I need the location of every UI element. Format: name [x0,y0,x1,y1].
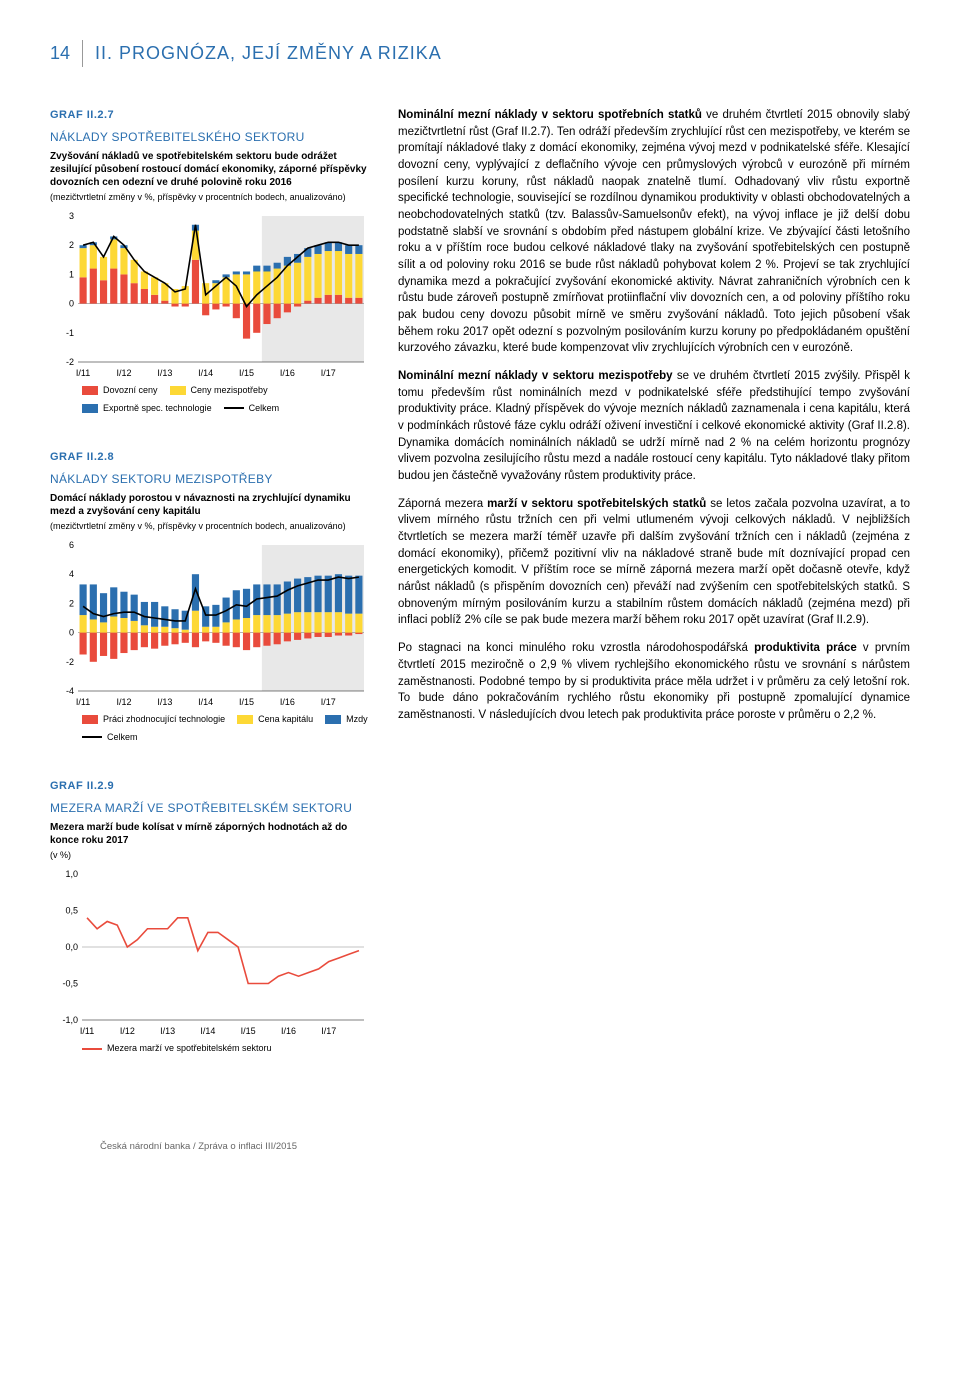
svg-text:-0,5: -0,5 [62,979,78,989]
chart1-title: NÁKLADY SPOTŘEBITELSKÉHO SEKTORU [50,128,370,146]
svg-text:I/15: I/15 [239,697,254,707]
legend-swatch [325,715,341,724]
legend-item: Dovozní ceny [82,384,158,398]
chart3-title: MEZERA MARŽÍ VE SPOTŘEBITELSKÉM SEKTORU [50,799,370,817]
chart-block-3: GRAF II.2.9 MEZERA MARŽÍ VE SPOTŘEBITELS… [50,778,370,1056]
svg-text:I/12: I/12 [116,368,131,378]
svg-text:I/17: I/17 [321,697,336,707]
body-text-column: Nominální mezní náklady v sektoru spotře… [398,107,910,1090]
section-title: II. PROGNÓZA, JEJÍ ZMĚNY A RIZIKA [95,40,442,67]
chart1-note: (mezičtvrtletní změny v %, příspěvky v p… [50,191,370,205]
chart1-legend: Dovozní ceny Ceny mezispotřeby Exportně sp… [50,384,370,415]
legend-label: Exportně spec. technologie [103,402,212,416]
legend-swatch [237,715,253,724]
legend-item: Cena kapitálu [237,713,313,727]
body-paragraph: Nominální mezní náklady v sektoru spotře… [398,107,910,357]
legend-label: Ceny mezispotřeby [191,384,268,398]
chart2-subtitle: Domácí náklady porostou v návaznosti na … [50,492,370,518]
svg-text:-4: -4 [66,686,74,696]
svg-text:I/11: I/11 [76,697,90,707]
chart3-subtitle: Mezera marží bude kolísat v mírně záporn… [50,821,370,847]
chart3-label: GRAF II.2.9 [50,778,370,795]
legend-label: Celkem [107,731,138,745]
legend-item: Celkem [224,402,280,416]
legend-item: Ceny mezispotřeby [170,384,268,398]
page-footer: Česká národní banka / Zpráva o inflaci I… [50,1140,910,1154]
page: 14 II. PROGNÓZA, JEJÍ ZMĚNY A RIZIKA GRA… [0,0,960,1184]
svg-text:0,5: 0,5 [65,906,78,916]
charts-column: GRAF II.2.7 NÁKLADY SPOTŘEBITELSKÉHO SEK… [50,107,370,1090]
legend-swatch [82,1048,102,1050]
two-column-layout: GRAF II.2.7 NÁKLADY SPOTŘEBITELSKÉHO SEK… [50,107,910,1090]
svg-text:-2: -2 [66,657,74,667]
chart1-subtitle: Zvyšování nákladů ve spotřebitelském sek… [50,150,370,189]
svg-text:I/11: I/11 [80,1026,94,1036]
chart3-svg: -1,0 -0,5 0,0 0,5 1,0 I/11 I/12 I/13 I/14 I/15 I/1… [50,868,370,1038]
legend-swatch [224,407,244,409]
svg-text:I/13: I/13 [157,697,172,707]
chart1-svg: -2 -1 0 1 2 3 I/11 I/12 I/13 I/14 I/15 I/16 I/17 [50,210,370,380]
svg-text:1: 1 [69,269,74,279]
page-number: 14 [50,40,83,67]
svg-text:I/13: I/13 [160,1026,175,1036]
svg-text:I/13: I/13 [157,368,172,378]
body-paragraph: Po stagnaci na konci minulého roku vzros… [398,640,910,723]
svg-text:-2: -2 [66,357,74,367]
svg-text:0,0: 0,0 [65,942,78,952]
svg-text:I/15: I/15 [239,368,254,378]
svg-text:I/16: I/16 [280,368,295,378]
svg-text:1,0: 1,0 [65,869,78,879]
body-paragraph: Nominální mezní náklady v sektoru mezisp… [398,368,910,485]
body-paragraph: Záporná mezera marží v sektoru spotřebit… [398,496,910,629]
svg-text:3: 3 [69,211,74,221]
svg-text:I/14: I/14 [198,697,213,707]
legend-swatch [82,404,98,413]
svg-text:I/16: I/16 [280,697,295,707]
legend-swatch [170,386,186,395]
legend-swatch [82,715,98,724]
svg-text:I/14: I/14 [198,368,213,378]
chart2-legend: Práci zhodnocující technologie Cena kapit… [50,713,370,744]
legend-item: Exportně spec. technologie [82,402,212,416]
svg-text:-1,0: -1,0 [62,1015,78,1025]
legend-swatch [82,736,102,738]
svg-text:2: 2 [69,598,74,608]
legend-label: Dovozní ceny [103,384,158,398]
svg-text:-1: -1 [66,328,74,338]
svg-text:2: 2 [69,240,74,250]
chart-block-1: GRAF II.2.7 NÁKLADY SPOTŘEBITELSKÉHO SEK… [50,107,370,415]
legend-swatch [82,386,98,395]
legend-item: Mzdy [325,713,368,727]
chart2-label: GRAF II.2.8 [50,449,370,466]
legend-label: Celkem [249,402,280,416]
legend-label: Mzdy [346,713,368,727]
svg-text:0: 0 [69,299,74,309]
chart1-label: GRAF II.2.7 [50,107,370,124]
legend-item: Celkem [82,731,138,745]
page-header: 14 II. PROGNÓZA, JEJÍ ZMĚNY A RIZIKA [50,40,910,67]
legend-item: Práci zhodnocující technologie [82,713,225,727]
chart3-note: (v %) [50,849,370,863]
chart2-svg: -4 -2 0 2 4 6 I/11 I/12 I/13 I/14 I/15 I/16 I/17 [50,539,370,709]
legend-label: Cena kapitálu [258,713,313,727]
chart3-legend: Mezera marží ve spotřebitelském sektoru [50,1042,370,1056]
svg-text:I/16: I/16 [281,1026,296,1036]
svg-text:I/17: I/17 [321,368,336,378]
svg-text:I/12: I/12 [116,697,131,707]
svg-text:I/15: I/15 [241,1026,256,1036]
chart-block-2: GRAF II.2.8 NÁKLADY SEKTORU MEZISPOTŘEBY… [50,449,370,744]
svg-text:6: 6 [69,540,74,550]
svg-text:I/12: I/12 [120,1026,135,1036]
svg-text:4: 4 [69,569,74,579]
svg-text:I/14: I/14 [200,1026,215,1036]
chart2-note: (mezičtvrtletní změny v %, příspěvky v p… [50,520,370,534]
svg-text:I/11: I/11 [76,368,90,378]
legend-label: Práci zhodnocující technologie [103,713,225,727]
svg-text:I/17: I/17 [321,1026,336,1036]
svg-text:0: 0 [69,628,74,638]
chart2-title: NÁKLADY SEKTORU MEZISPOTŘEBY [50,470,370,488]
legend-item: Mezera marží ve spotřebitelském sektoru [82,1042,272,1056]
legend-label: Mezera marží ve spotřebitelském sektoru [107,1042,272,1056]
